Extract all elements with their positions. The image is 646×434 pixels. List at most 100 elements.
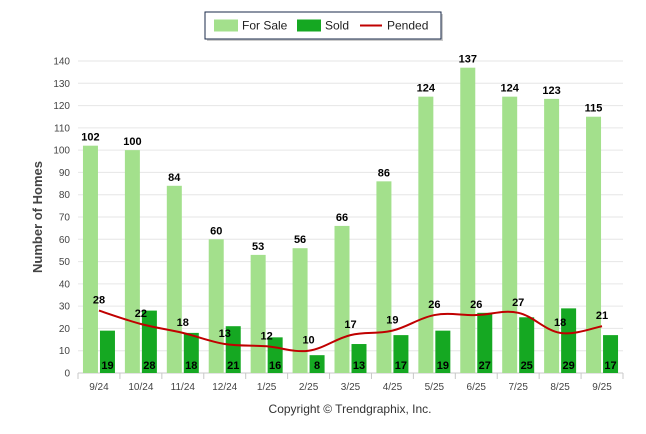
label-pended: 27 [512,297,524,309]
legend-item-for-sale[interactable]: For Sale [214,19,288,33]
label-sold: 19 [437,360,449,372]
label-sold: 18 [185,360,197,372]
bar-sold [99,330,115,373]
label-pended: 18 [177,317,189,329]
y-tick-label: 110 [54,123,70,134]
label-sold: 28 [143,360,155,372]
bar-for-sale [502,96,518,374]
x-tick-label: 9/25 [592,382,612,393]
label-for-sale: 123 [542,85,560,97]
bar-sold [393,335,409,373]
y-tick-label: 40 [59,279,71,290]
label-sold: 17 [395,360,407,372]
label-pended: 13 [219,328,231,340]
x-tick-label: 9/24 [89,382,109,393]
axis-layer: 0 10 20 30 40 50 60 70 80 90 100 110 120 130 140 9/24 10… [53,57,624,393]
label-pended: 12 [261,330,273,342]
label-for-sale: 86 [378,167,390,179]
label-for-sale: 60 [210,225,222,237]
x-tick-label: 2/25 [299,382,319,393]
pended-line [98,309,603,353]
bar-for-sale [376,181,392,373]
bar-sold [435,330,451,373]
y-axis-title: Number of Homes [30,161,45,273]
label-pended: 17 [344,319,356,331]
label-for-sale: 124 [417,83,436,95]
label-pended: 18 [554,317,566,329]
bar-sold [561,308,577,373]
bar-for-sale [208,239,224,373]
y-tick-label: 30 [59,302,71,313]
label-sold: 19 [101,360,113,372]
bar-for-sale [82,145,98,373]
label-pended: 26 [470,299,482,311]
y-tick-label: 120 [53,101,70,112]
label-sold: 13 [353,360,365,372]
label-sold: 27 [479,360,491,372]
labels-layer: 102 19 100 28 84 18 60 21 53 16 56 8 66 13 86 17 124 19 13… [81,54,616,372]
label-for-sale: 53 [252,241,264,253]
y-tick-label: 140 [53,57,70,68]
legend-swatch [297,19,321,32]
bar-for-sale [418,96,434,374]
legend: For Sale Sold Pended [204,11,443,41]
label-for-sale: 115 [585,103,603,115]
x-tick-label: 1/25 [257,382,277,393]
label-for-sale: 100 [123,136,141,148]
label-sold: 29 [562,360,574,372]
legend-label: Pended [387,19,428,33]
bar-for-sale [250,254,266,373]
label-pended: 19 [386,315,398,327]
label-sold: 16 [269,360,281,372]
x-tick-label: 5/25 [425,382,445,393]
label-sold: 8 [314,360,320,372]
label-sold: 21 [227,360,239,372]
x-tick-label: 12/24 [212,382,237,393]
bar-sold [477,312,493,373]
x-tick-label: 3/25 [341,382,361,393]
label-pended: 26 [428,299,440,311]
x-tick-label: 6/25 [467,382,487,393]
label-for-sale: 124 [501,83,520,95]
bar-for-sale [586,116,602,373]
bar-sold [519,317,535,373]
label-for-sale: 66 [336,212,348,224]
label-for-sale: 102 [81,132,99,144]
bar-sold [603,335,619,373]
y-tick-label: 100 [53,146,70,157]
copyright-text: Copyright © Trendgraphix, Inc. [269,402,432,416]
label-pended: 10 [302,335,314,347]
y-tick-label: 130 [53,79,70,90]
label-pended: 28 [93,295,105,307]
x-tick-label: 8/25 [550,382,570,393]
y-tick-label: 70 [59,213,71,224]
legend-box [204,11,442,40]
y-tick-label: 80 [59,190,71,201]
label-for-sale: 137 [459,54,477,66]
bar-sold [225,326,241,373]
legend-label: Sold [325,19,349,33]
line-layer [98,309,603,353]
bar-sold [351,344,367,373]
label-pended: 22 [135,308,147,320]
bar-for-sale [124,150,140,373]
bar-for-sale [544,98,560,373]
bar-for-sale [166,185,182,373]
legend-item-pended[interactable]: Pended [360,19,428,33]
x-tick-label: 10/24 [128,382,153,393]
legend-item-sold[interactable]: Sold [297,19,349,33]
label-for-sale: 84 [168,172,181,184]
y-tick-label: 0 [64,369,70,380]
x-tick-label: 4/25 [383,382,403,393]
bar-sold [309,355,325,373]
x-tick-label: 7/25 [508,382,528,393]
y-tick-label: 60 [59,235,71,246]
legend-swatch [214,19,238,32]
bar-for-sale [334,225,350,373]
y-tick-label: 10 [59,346,71,357]
bars-layer [82,67,619,374]
label-sold: 17 [604,360,616,372]
legend-label: For Sale [242,19,288,33]
